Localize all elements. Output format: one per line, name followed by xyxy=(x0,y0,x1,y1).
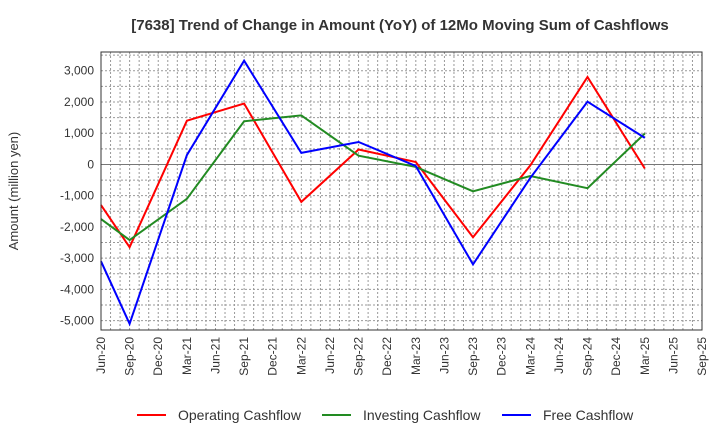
x-tick-label: Mar-22 xyxy=(294,337,308,375)
grid-lines xyxy=(100,52,702,330)
y-tick-label: 1,000 xyxy=(64,126,94,140)
y-axis-label: Amount (million yen) xyxy=(6,132,21,251)
x-tick-label: Mar-25 xyxy=(638,337,652,375)
x-tick-label: Dec-20 xyxy=(151,337,165,376)
x-tick-label: Jun-21 xyxy=(208,337,222,374)
legend-item: Investing Cashflow xyxy=(322,407,481,423)
legend-label: Investing Cashflow xyxy=(363,407,481,423)
x-axis-ticks: Jun-20 Sep-20 Dec-20 Mar-21 Jun-21 Sep-21 Dec-… xyxy=(94,337,709,376)
y-axis-ticks: 3,000 2,000 1,000 0 -1,000 -2,000 -3,000 -4,000… xyxy=(60,64,94,328)
x-tick-label: Dec-21 xyxy=(266,337,280,376)
x-tick-label: Sep-20 xyxy=(123,337,137,376)
chart-title: [7638] Trend of Change in Amount (YoY) o… xyxy=(131,17,669,34)
x-tick-label: Sep-24 xyxy=(581,337,595,376)
x-tick-label: Jun-23 xyxy=(437,337,451,374)
legend-label: Free Cashflow xyxy=(543,407,634,423)
x-tick-label: Sep-23 xyxy=(466,337,480,376)
y-tick-label: -1,000 xyxy=(60,189,94,203)
y-tick-label: -3,000 xyxy=(60,251,94,265)
legend-label: Operating Cashflow xyxy=(178,407,302,423)
x-tick-label: Mar-23 xyxy=(409,337,423,375)
x-tick-label: Dec-23 xyxy=(495,337,509,376)
x-tick-label: Sep-25 xyxy=(695,337,709,376)
y-tick-label: -4,000 xyxy=(60,282,94,296)
x-tick-label: Jun-24 xyxy=(552,337,566,374)
legend-item: Operating Cashflow xyxy=(137,407,302,423)
legend: Operating Cashflow Investing Cashflow Free… xyxy=(137,407,634,423)
y-tick-label: -2,000 xyxy=(60,220,94,234)
y-tick-label: 2,000 xyxy=(64,95,94,109)
legend-item: Free Cashflow xyxy=(502,407,634,423)
x-tick-label: Jun-20 xyxy=(94,337,108,374)
y-tick-label: 3,000 xyxy=(64,64,94,78)
x-tick-label: Jun-25 xyxy=(666,337,680,374)
series-line-free-cashflow xyxy=(100,58,646,327)
x-tick-label: Sep-22 xyxy=(352,337,366,376)
y-tick-label: -5,000 xyxy=(60,314,94,328)
x-tick-label: Jun-22 xyxy=(323,337,337,374)
x-tick-label: Sep-21 xyxy=(237,337,251,376)
x-tick-label: Dec-22 xyxy=(380,337,394,376)
x-tick-label: Mar-21 xyxy=(180,337,194,375)
x-tick-label: Dec-24 xyxy=(609,337,623,376)
x-tick-label: Mar-24 xyxy=(523,337,537,375)
series-line-operating-cashflow xyxy=(100,75,646,250)
y-tick-label: 0 xyxy=(87,157,94,171)
plot-frame xyxy=(100,51,703,331)
series-lines xyxy=(100,58,646,327)
